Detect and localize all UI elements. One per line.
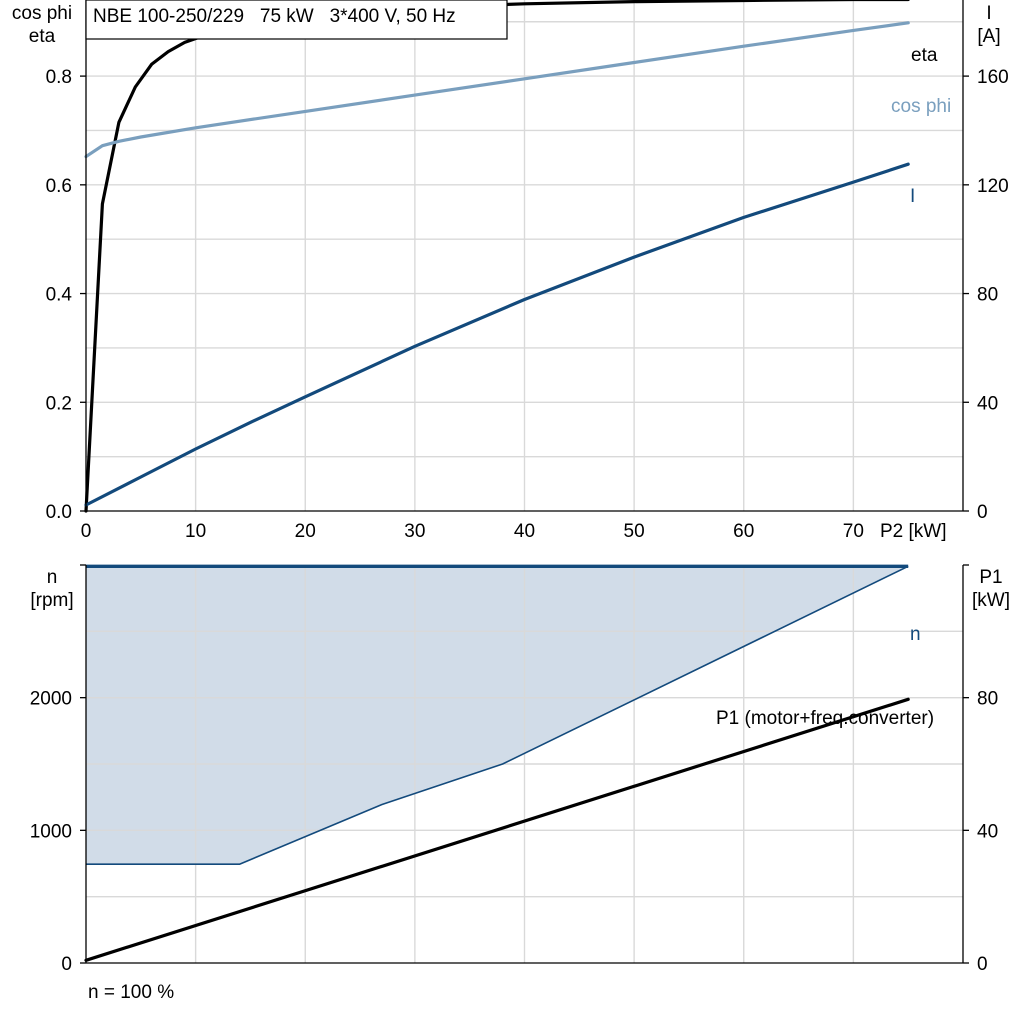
top-right-tick-label: 40 bbox=[977, 393, 998, 414]
title-text: NBE 100-250/229 75 kW 3*400 V, 50 Hz bbox=[93, 6, 456, 27]
series-label-cos-phi: cos phi bbox=[891, 96, 951, 117]
bottom-series bbox=[84, 564, 910, 962]
speed-min-line bbox=[86, 565, 909, 866]
x-tick-label: 40 bbox=[514, 521, 535, 542]
top-right-axis-label-line1: I bbox=[986, 3, 991, 24]
x-tick-label: 0 bbox=[81, 521, 92, 542]
bottom-left-tick-label: 2000 bbox=[30, 689, 72, 710]
bottom-left-tick-label: 1000 bbox=[30, 821, 72, 842]
bottom-right-tick-label: 40 bbox=[977, 821, 998, 842]
top-left-axis-label-line2: eta bbox=[29, 26, 56, 47]
top-left-tick-label: 0.8 bbox=[46, 67, 72, 88]
x-tick-label: 30 bbox=[404, 521, 425, 542]
x-axis-label: P2 [kW] bbox=[880, 521, 947, 542]
top-left-tick-label: 0.6 bbox=[46, 176, 72, 197]
top-axes bbox=[85, 0, 964, 512]
bottom-tick-labels: 0 1000 2000 0 40 80 bbox=[30, 564, 998, 975]
top-right-tick-label: 160 bbox=[977, 67, 1009, 88]
x-tick-label: 50 bbox=[624, 521, 645, 542]
bottom-left-tick-label: 0 bbox=[61, 954, 72, 975]
bottom-right-tick-label: 0 bbox=[977, 954, 988, 975]
top-right-tick-label: 80 bbox=[977, 285, 998, 306]
x-tick-label: 10 bbox=[185, 521, 206, 542]
series-label-speed: n bbox=[910, 624, 921, 645]
x-tick-label: 70 bbox=[843, 521, 864, 542]
series-label-eta: eta bbox=[911, 45, 938, 66]
series-label-current: I bbox=[910, 186, 915, 207]
bottom-right-axis-label-line1: P1 bbox=[979, 567, 1002, 588]
x-tick-label: 20 bbox=[295, 521, 316, 542]
bottom-right-tick-label: 80 bbox=[977, 689, 998, 710]
x-tick-label: 60 bbox=[733, 521, 754, 542]
top-right-axis-label-line2: [A] bbox=[977, 26, 1000, 47]
bottom-left-axis-label-line2: [rpm] bbox=[30, 590, 73, 611]
bottom-left-axis-label-line1: n bbox=[47, 567, 58, 588]
current-curve bbox=[84, 162, 910, 507]
bottom-right-axis-label-line2: [kW] bbox=[972, 590, 1010, 611]
series-label-p1: P1 (motor+freq.converter) bbox=[716, 708, 934, 729]
speed-range-fill bbox=[86, 566, 909, 865]
footnote-speed: n = 100 % bbox=[88, 982, 174, 1003]
speed-range-area bbox=[86, 566, 909, 865]
top-left-tick-label: 0.0 bbox=[46, 502, 72, 523]
bottom-axes bbox=[85, 565, 964, 964]
top-grid bbox=[86, 0, 963, 511]
cos-phi-curve bbox=[84, 21, 910, 159]
top-left-tick-label: 0.4 bbox=[46, 285, 73, 306]
bottom-grid bbox=[86, 565, 963, 963]
top-left-tick-label: 0.2 bbox=[46, 393, 72, 414]
top-right-tick-label: 120 bbox=[977, 176, 1009, 197]
top-right-tick-label: 0 bbox=[977, 502, 988, 523]
p1-power-line bbox=[84, 697, 910, 962]
top-tick-labels: 0 10 20 30 40 50 60 70 0.0 0.2 0.4 0.6 0.8 0 40 80 120 16… bbox=[46, 67, 1009, 542]
top-left-axis-label-line1: cos phi bbox=[12, 3, 72, 24]
title-box bbox=[85, 0, 508, 40]
